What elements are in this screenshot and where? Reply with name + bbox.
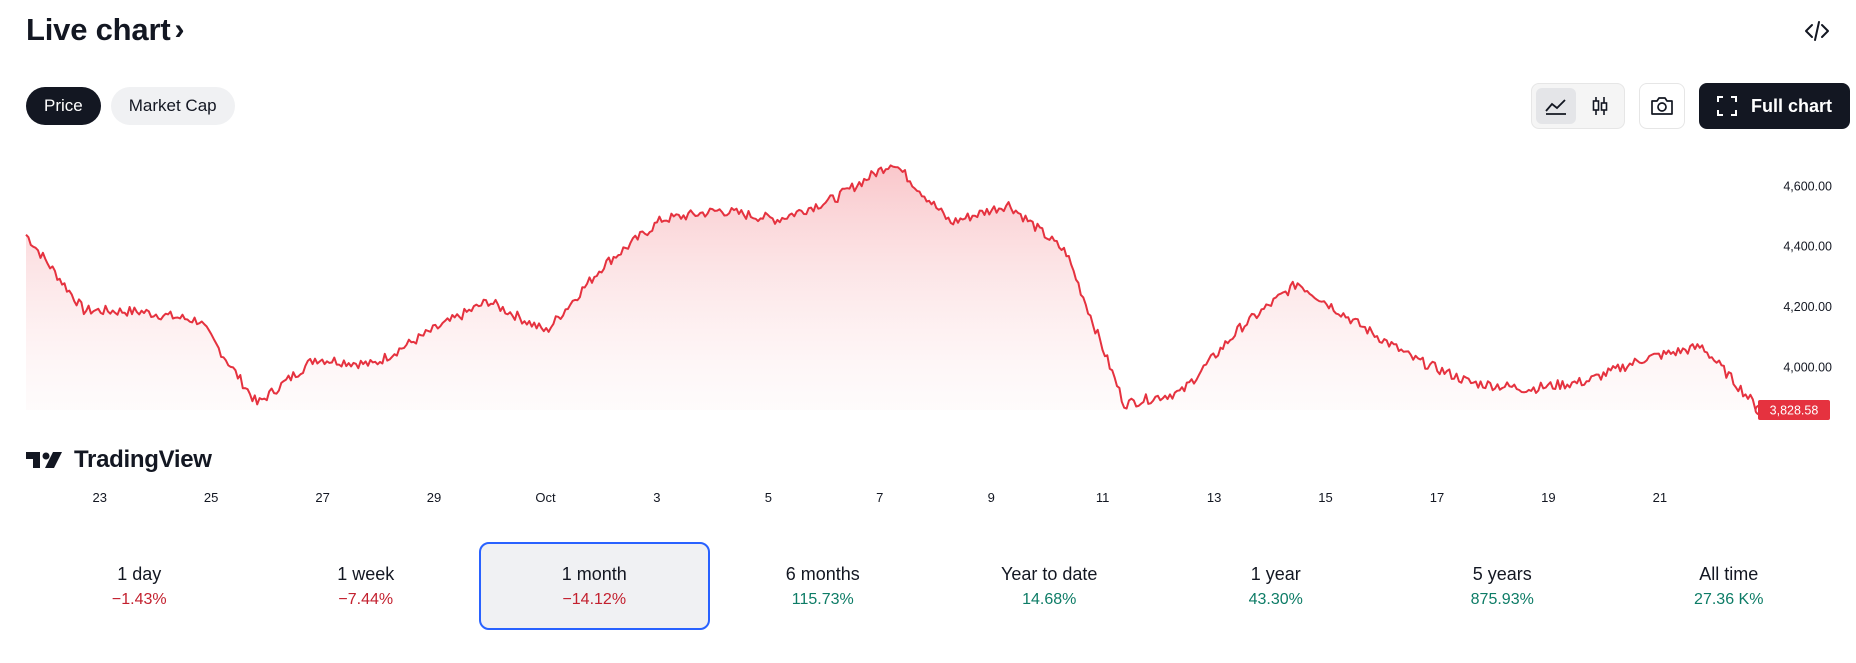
x-tick-label: 17 xyxy=(1430,490,1444,505)
x-tick-label: Oct xyxy=(535,490,556,505)
price-area-fill xyxy=(26,165,1760,410)
period-change: 43.30% xyxy=(1248,590,1303,608)
period-label: 1 month xyxy=(561,563,627,584)
x-tick-label: 21 xyxy=(1653,490,1667,505)
chart-style-switch xyxy=(1530,83,1625,129)
period-selector: 1 day −1.43% 1 week −7.44% 1 month −14.1… xyxy=(26,542,1842,630)
period-year-to-date[interactable]: Year to date 14.68% xyxy=(936,542,1163,630)
period-5-years[interactable]: 5 years 875.93% xyxy=(1389,542,1616,630)
x-tick-label: 23 xyxy=(92,490,106,505)
price-chart[interactable]: 4,000.004,200.004,400.004,600.00 23 25 27 2… xyxy=(0,130,1856,510)
x-tick-label: 7 xyxy=(876,490,883,505)
tradingview-logo-text: TradingView xyxy=(74,446,212,473)
period-change: −14.12% xyxy=(562,590,627,608)
period-1-day[interactable]: 1 day −1.43% xyxy=(26,542,253,630)
period-label: 1 year xyxy=(1250,563,1301,584)
x-tick-label: 25 xyxy=(204,490,218,505)
price-button[interactable]: Price xyxy=(26,87,101,125)
period-all-time[interactable]: All time 27.36 K% xyxy=(1616,542,1843,630)
period-label: All time xyxy=(1699,563,1759,584)
last-price-label: 3,828.58 xyxy=(1754,400,1830,420)
period-change: −7.44% xyxy=(338,590,394,608)
camera-icon xyxy=(1651,97,1673,115)
x-tick-label: 19 xyxy=(1541,490,1555,505)
tradingview-mark-icon xyxy=(26,452,62,468)
period-label: 1 day xyxy=(117,563,162,584)
period-6-months[interactable]: 6 months 115.73% xyxy=(710,542,937,630)
area-chart-button[interactable] xyxy=(1535,88,1576,124)
period-1-month[interactable]: 1 month −14.12% xyxy=(479,542,710,630)
page-title[interactable]: Live chart › xyxy=(26,12,184,48)
market-cap-button[interactable]: Market Cap xyxy=(110,87,235,125)
fullscreen-icon xyxy=(1716,96,1737,116)
x-tick-label: 27 xyxy=(315,490,329,505)
y-axis: 4,000.00 4,200.00 4,400.00 4,600.00 xyxy=(1783,179,1832,374)
x-tick-label: 11 xyxy=(1096,490,1110,505)
x-tick-label: 3 xyxy=(653,490,660,505)
chart-toolbar: Full chart xyxy=(1530,83,1850,129)
x-tick-label: 29 xyxy=(427,490,441,505)
price-marketcap-toggle: Price Market Cap xyxy=(26,87,235,125)
y-tick-label: 4,000.00 xyxy=(1783,361,1832,375)
period-label: 5 years xyxy=(1472,563,1532,584)
candlestick-chart-button[interactable] xyxy=(1580,88,1620,124)
last-price-badge xyxy=(1758,400,1830,420)
page-title-text: Live chart xyxy=(26,12,171,47)
period-change: 875.93% xyxy=(1470,590,1534,608)
period-change: −1.43% xyxy=(111,590,167,608)
chevron-right-icon: › xyxy=(174,13,185,46)
candlestick-icon xyxy=(1592,97,1608,115)
x-tick-label: 15 xyxy=(1318,490,1332,505)
period-label: 6 months xyxy=(785,563,860,584)
embed-code-icon[interactable] xyxy=(1804,18,1830,44)
y-tick-label: 4,200.00 xyxy=(1783,300,1832,314)
y-tick-label: 4,400.00 xyxy=(1783,240,1832,254)
tradingview-logo[interactable]: TradingView xyxy=(26,446,212,474)
x-tick-label: 9 xyxy=(988,490,995,505)
full-chart-label: Full chart xyxy=(1750,95,1832,116)
x-tick-label: 5 xyxy=(765,490,772,505)
period-1-week[interactable]: 1 week −7.44% xyxy=(253,542,480,630)
period-change: 27.36 K% xyxy=(1694,590,1764,608)
last-price-text: 3,828.58 xyxy=(1770,404,1819,418)
period-change: 14.68% xyxy=(1022,590,1077,608)
x-axis: 23 25 27 29 Oct 3 5 7 9 11 13 15 17 19 21 xyxy=(92,490,1667,505)
x-tick-label: 13 xyxy=(1207,490,1221,505)
period-1-year[interactable]: 1 year 43.30% xyxy=(1163,542,1390,630)
area-chart-icon xyxy=(1545,99,1566,115)
period-label: Year to date xyxy=(1001,563,1098,584)
y-tick-label: 4,600.00 xyxy=(1783,179,1832,193)
screenshot-button[interactable] xyxy=(1638,83,1685,129)
period-label: 1 week xyxy=(337,563,395,584)
full-chart-button[interactable]: Full chart xyxy=(1698,83,1850,129)
period-change: 115.73% xyxy=(791,590,854,608)
price-line xyxy=(25,164,1761,411)
